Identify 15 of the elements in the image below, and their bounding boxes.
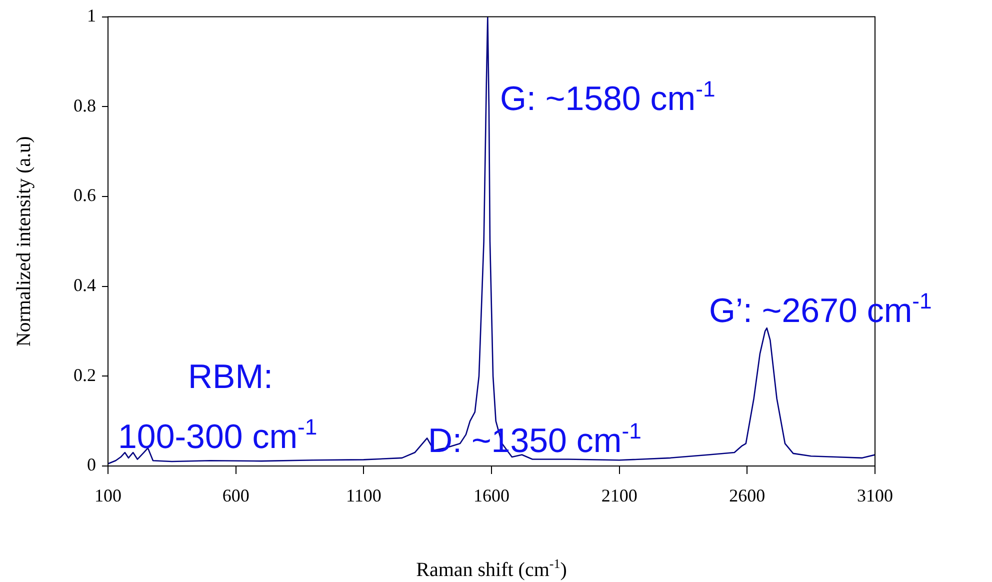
y-tick-label: 0.6 [74, 185, 96, 206]
x-tick-label: 2600 [729, 486, 766, 506]
y-tick-label: 1 [87, 6, 96, 26]
x-tick-label: 1100 [346, 486, 382, 506]
y-tick-label: 0.8 [74, 95, 96, 116]
annotation: RBM: [188, 358, 273, 396]
x-tick-label: 1600 [474, 486, 510, 506]
x-tick-label: 2100 [601, 486, 638, 506]
y-tick-label: 0 [87, 454, 96, 475]
y-tick-label: 0.4 [74, 275, 96, 296]
x-tick-label: 3100 [857, 486, 893, 506]
x-tick-label: 600 [222, 486, 250, 506]
x-tick-label: 100 [94, 486, 122, 506]
y-tick-label: 0.2 [74, 364, 96, 385]
y-axis-title: Normalized intensity (a.u) [13, 136, 35, 347]
